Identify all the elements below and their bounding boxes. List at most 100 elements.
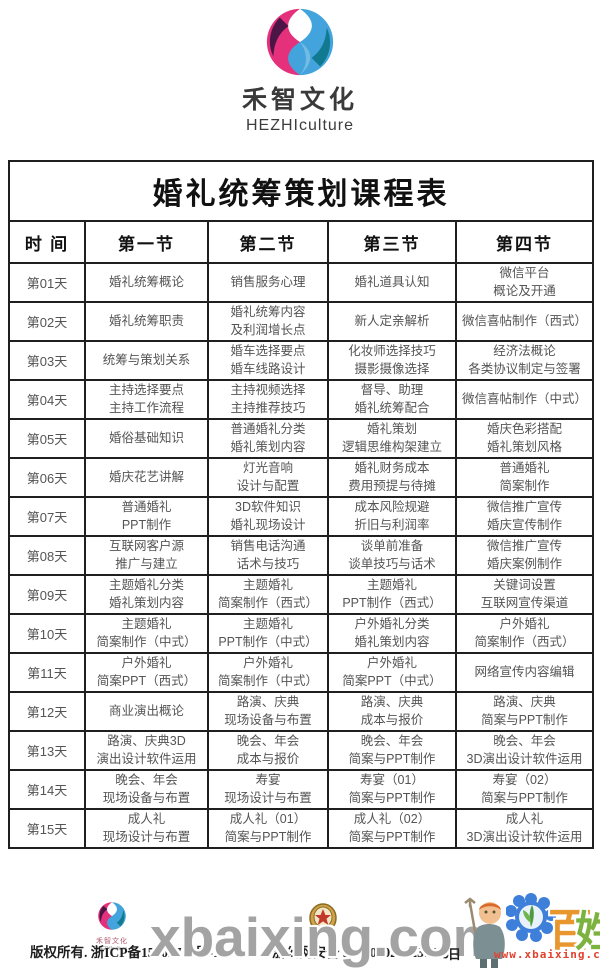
table-row: 第09天 主题婚礼分类 婚礼策划内容 主题婚礼 简案制作（西式） 主题婚礼 PPT制作（西式… [8,574,595,615]
day-label: 第07天 [8,496,86,537]
course-cell: 晚会、年会 简案与PPT制作 [327,730,457,771]
course-cell: 晚会、年会 3D演出设计软件运用 [454,730,595,771]
day-label: 第02天 [8,301,86,342]
course-cell: 成人礼（01） 简案与PPT制作 [207,808,329,849]
course-cell: 谈单前准备 谈单技巧与话术 [327,535,457,576]
course-cell: 新人定亲解析 [327,301,457,342]
course-cell: 微信喜帖制作（中式） [454,379,595,420]
course-cell: 婚礼统筹内容 及利润增长点 [207,301,329,342]
course-cell: 路演、庆典3D 演出设计软件运用 [84,730,209,771]
footer-brand-name-en: HEZHIculture [96,946,127,952]
course-cell: 路演、庆典 现场设备与布置 [207,691,329,732]
police-badge-icon [306,902,340,943]
course-cell: 婚礼统筹概论 [84,262,209,303]
day-label: 第13天 [8,730,86,771]
day-label: 第12天 [8,691,86,732]
course-cell: 化妆师选择技巧 摄影摄像选择 [327,340,457,381]
course-cell: 销售电话沟通 话术与技巧 [207,535,329,576]
footer-brand: 禾智文化 HEZHIculture [86,901,138,952]
course-cell: 婚礼策划 逻辑思维构架建立 [327,418,457,459]
course-cell: 微信平台 概论及开通 [454,262,595,303]
table-title: 婚礼统筹策划课程表 [7,160,595,222]
course-cell: 户外婚礼 简案PPT（中式） [327,652,457,693]
course-cell: 网络宣传内容编辑 [454,652,595,693]
watermark-text: xbaixing.com [150,906,502,968]
course-cell: 互联网客户源 推广与建立 [84,535,209,576]
course-cell: 微信推广宣传 婚庆宣传制作 [454,496,595,537]
brand-name-en: HEZHIculture [245,117,355,134]
day-label: 第04天 [8,379,86,420]
table-row: 第04天 主持选择要点 主持工作流程 主持视频选择 主持推荐技巧 督导、助理 婚礼统筹配合微… [8,379,595,420]
course-cell: 成人礼 现场设计与布置 [84,808,209,849]
course-cell: 户外婚礼 简案制作（西式） [454,613,595,654]
course-cell: 路演、庆典 简案与PPT制作 [454,691,595,732]
course-cell: 主题婚礼 PPT制作（西式） [327,574,457,615]
table-row: 第02天 婚礼统筹职责 婚礼统筹内容 及利润增长点 新人定亲解析 微信喜帖制作（西式） [8,301,595,342]
day-label: 第03天 [8,340,86,381]
course-cell: 3D软件知识 婚礼现场设计 [207,496,329,537]
course-cell: 主持视频选择 主持推荐技巧 [207,379,329,420]
table-row: 第10天 主题婚礼 简案制作（中式） 主题婚礼 PPT制作（中式） 户外婚礼分类 婚礼策划内… [8,613,595,654]
course-cell: 寿宴 现场设计与布置 [207,769,329,810]
table-row: 第01天 婚礼统筹概论 销售服务心理 婚礼道具认知 微信平台 概论及开通 [8,262,595,303]
course-cell: 主持选择要点 主持工作流程 [84,379,209,420]
table-row: 第08天 互联网客户源 推广与建立 销售电话沟通 话术与技巧 谈单前准备 谈单技巧与话术 微信… [8,535,595,576]
column-header: 时 间 [8,220,86,264]
brand-header: 禾智文化 HEZHIculture [0,6,600,135]
day-label: 第11天 [8,652,86,693]
course-cell: 灯光音响 设计与配置 [207,457,329,498]
course-cell: 统筹与策划关系 [84,340,209,381]
course-cell: 户外婚礼分类 婚礼策划内容 [327,613,457,654]
table-row: 第06天 婚庆花艺讲解 灯光音响 设计与配置 婚礼财务成本 费用预提与待摊 普通婚礼 简案制作 [8,457,595,498]
course-cell: 婚礼统筹职责 [84,301,209,342]
course-cell: 成人礼（02） 简案与PPT制作 [327,808,457,849]
day-label: 第05天 [8,418,86,459]
watermark-partial-text: 日 [448,947,462,962]
course-cell: 婚礼财务成本 费用预提与待摊 [327,457,457,498]
table-row: 第13天 路演、庆典3D 演出设计软件运用 晚会、年会 成本与报价 晚会、年会 简案与PPT… [8,730,595,771]
hezhi-logo-icon [266,8,334,76]
watermark-char-green: 姓 [575,908,600,955]
course-cell: 普通婚礼 PPT制作 [84,496,209,537]
watermark-url-text: www.xbaixing.com [494,948,600,961]
hezhi-logo-small-icon [98,902,126,930]
course-cell: 关键词设置 互联网宣传渠道 [454,574,595,615]
course-cell: 主题婚礼 PPT制作（中式） [207,613,329,654]
day-label: 第10天 [8,613,86,654]
course-cell: 寿宴（01） 简案与PPT制作 [327,769,457,810]
course-cell: 督导、助理 婚礼统筹配合 [327,379,457,420]
course-cell: 成本风险规避 折旧与利润率 [327,496,457,537]
course-cell: 普通婚礼 简案制作 [454,457,595,498]
table-row: 第14天 晚会、年会 现场设备与布置 寿宴 现场设计与布置 寿宴（01） 简案与PPT制作寿… [8,769,595,810]
course-cell: 成人礼 3D演出设计软件运用 [454,808,595,849]
course-cell: 婚车选择要点 婚车线路设计 [207,340,329,381]
column-header: 第四节 [454,220,595,264]
police-filing-text: 浙公网安备 33010402002313号 [272,945,451,960]
table-row: 第07天 普通婚礼 PPT制作 3D软件知识 婚礼现场设计 成本风险规避 折旧与利润率 微信推… [8,496,595,537]
copyright-text: 版权所有. 浙ICP备15005713号-1 [30,945,220,960]
day-label: 第14天 [8,769,86,810]
column-header: 第二节 [207,220,329,264]
course-cell: 路演、庆典 成本与报价 [327,691,457,732]
day-label: 第15天 [8,808,86,849]
course-cell: 户外婚礼 简案制作（中式） [207,652,329,693]
course-cell: 主题婚礼分类 婚礼策划内容 [84,574,209,615]
table-row: 第03天 统筹与策划关系 婚车选择要点 婚车线路设计 化妆师选择技巧 摄影摄像选择 经济法概… [8,340,595,381]
table-row: 第12天 商业演出概论 路演、庆典 现场设备与布置 路演、庆典 成本与报价 路演、庆典 简案与… [8,691,595,732]
course-cell: 销售服务心理 [207,262,329,303]
course-table: 婚礼统筹策划课程表时 间第一节 第二节 第三节 第四节 第01天 婚礼统筹概论 销售服务心理… [7,160,595,849]
course-cell: 婚庆色彩搭配 婚礼策划风格 [454,418,595,459]
course-cell: 婚俗基础知识 [84,418,209,459]
course-cell: 寿宴（02） 简案与PPT制作 [454,769,595,810]
day-label: 第01天 [8,262,86,303]
day-label: 第08天 [8,535,86,576]
day-label: 第06天 [8,457,86,498]
watermark-flower-icon [505,893,557,948]
course-cell: 微信喜帖制作（西式） [454,301,595,342]
course-cell: 商业演出概论 [84,691,209,732]
column-header: 第三节 [327,220,457,264]
course-cell: 婚礼道具认知 [327,262,457,303]
course-cell: 经济法概论 各类协议制定与签署 [454,340,595,381]
watermark-farmer-icon [462,897,514,972]
